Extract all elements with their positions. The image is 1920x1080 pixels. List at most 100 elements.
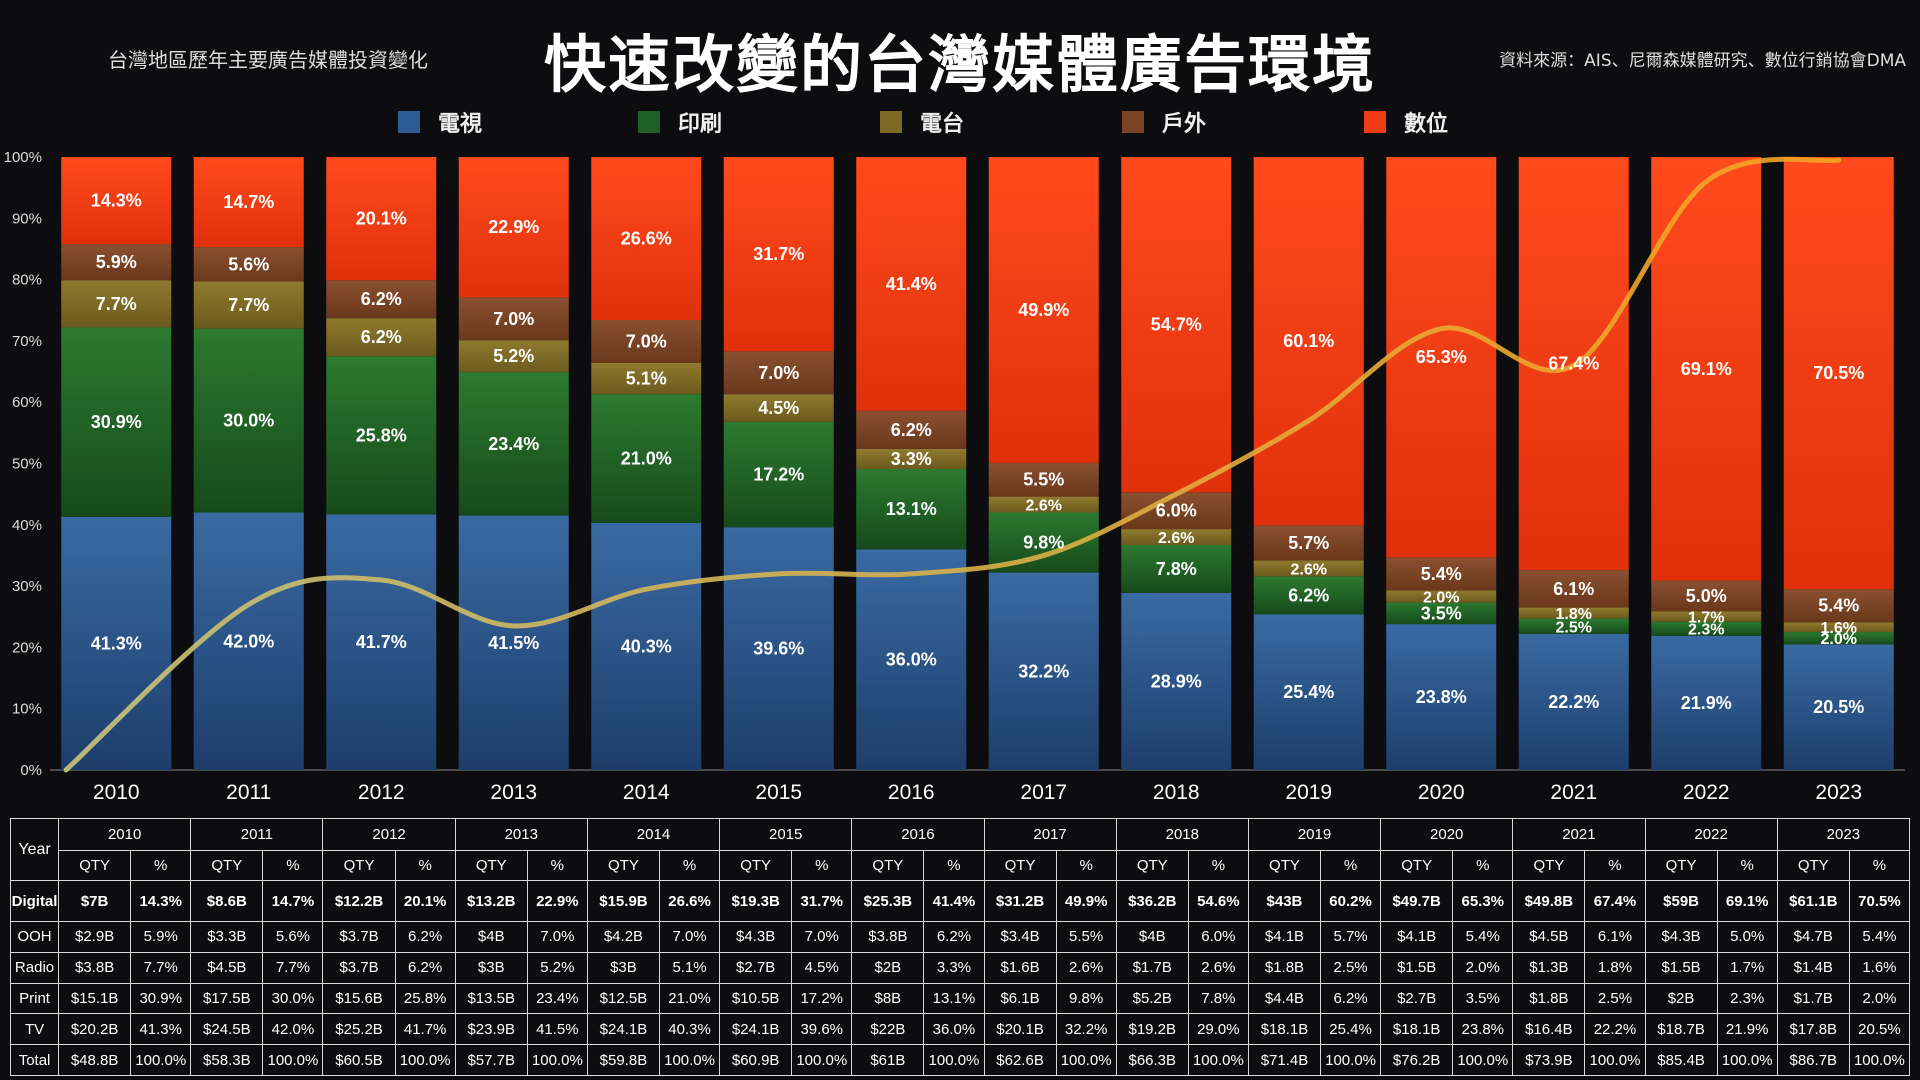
data-label-digital: 60.1% [1283, 331, 1334, 351]
bar-segment-ooh [988, 462, 1099, 497]
data-label-print: 30.0% [223, 411, 274, 431]
data-label-ooh: 5.9% [96, 252, 137, 272]
table-year-cell: 2019 [1247, 818, 1382, 851]
table-year-cell: 2014 [586, 818, 721, 851]
table-qty-cell: $4.4B [1247, 982, 1322, 1015]
x-tick-label: 2017 [1020, 781, 1067, 804]
table-qty-cell: $13.5B [454, 982, 528, 1015]
table-pct-cell: 100.0% [1055, 1044, 1117, 1076]
table-pct-cell: 100.0% [1452, 1044, 1514, 1076]
data-label-print: 2.5% [1556, 619, 1592, 636]
table-qty-header: QTY [719, 850, 793, 881]
bar-segment-radio [1121, 529, 1232, 546]
table-qty-cell: $58.3B [190, 1044, 264, 1076]
table-pct-cell: 100.0% [1584, 1044, 1646, 1076]
legend-label-digital: 數位 [1404, 112, 1449, 137]
data-label-ooh: 7.0% [758, 363, 799, 383]
table-pct-cell: 29.0% [1187, 1013, 1249, 1046]
table-pct-cell: 20.1% [394, 879, 456, 923]
bar-segment-tv [1253, 614, 1364, 770]
table-row-label: OOH [9, 921, 60, 953]
table-qty-header: QTY [851, 850, 925, 881]
table-year-cell: 2016 [851, 818, 985, 851]
legend-swatch-digital [1364, 111, 1386, 133]
table-qty-cell: $1.5B [1380, 951, 1454, 984]
table-year-cell: 2011 [190, 818, 324, 851]
table-qty-cell: $18.7B [1644, 1013, 1718, 1046]
table-pct-cell: 39.6% [791, 1013, 853, 1046]
table-qty-cell: $15.6B [322, 982, 396, 1015]
data-label-digital: 69.1% [1681, 359, 1732, 379]
bar-segment-digital [988, 157, 1099, 463]
table-qty-cell: $1.6B [983, 951, 1057, 984]
table-pct-cell: 100.0% [394, 1044, 456, 1076]
table-pct-cell: 22.9% [526, 879, 588, 923]
data-label-tv: 21.9% [1681, 693, 1732, 713]
bar-segment-print [1121, 545, 1232, 593]
bar-segment-radio [1253, 560, 1364, 577]
table-pct-header: % [1716, 850, 1778, 881]
table-qty-cell: $59B [1644, 879, 1718, 923]
data-label-digital: 41.4% [886, 274, 937, 294]
table-qty-cell: $2B [1644, 982, 1718, 1015]
table-qty-cell: $12.5B [586, 982, 661, 1015]
bar-segment-print [723, 421, 834, 528]
bar-segment-tv [1386, 624, 1497, 770]
table-pct-cell: 1.8% [1584, 951, 1646, 984]
table-qty-cell: $61B [851, 1044, 925, 1076]
table-qty-cell: $2B [851, 951, 925, 984]
table-pct-cell: 31.7% [791, 879, 853, 923]
table-row: TV $20.2B 41.3% $24.5B 42.0% $25.2B 41.7% $23.9… [9, 1013, 1911, 1046]
bar-segment-tv [326, 514, 437, 770]
table-qty-cell: $4B [454, 921, 528, 953]
table-qty-cell: $60.5B [322, 1044, 396, 1076]
table-qty-header: QTY [586, 850, 661, 881]
data-label-digital: 22.9% [488, 217, 539, 237]
bar-segment-radio [723, 394, 834, 422]
table-pct-cell: 7.0% [658, 921, 721, 953]
table-qty-cell: $49.8B [1512, 879, 1586, 923]
data-label-radio: 2.6% [1026, 498, 1062, 515]
chart-title: 快速改變的台灣媒體廣告環境 [543, 28, 1376, 101]
legend-label-tv: 電視 [438, 112, 483, 137]
bar-segment-digital [591, 157, 702, 321]
table-pct-cell: 30.9% [130, 982, 192, 1015]
data-label-radio: 7.7% [96, 294, 137, 314]
trend-line [63, 156, 1842, 773]
x-tick-label: 2012 [358, 781, 405, 804]
bar-segment-tv [723, 527, 834, 770]
table-pct-cell: 41.7% [394, 1013, 456, 1046]
table-pct-cell: 30.0% [262, 982, 324, 1015]
data-label-print: 23.4% [488, 434, 539, 454]
table-pct-cell: 69.1% [1716, 879, 1778, 923]
legend-swatch-radio [880, 111, 902, 133]
y-tick-label: 0% [20, 762, 42, 779]
table-pct-cell: 6.0% [1187, 921, 1249, 953]
table-row-label: Print [9, 982, 60, 1015]
table-pct-cell: 6.2% [394, 921, 456, 953]
table-qty-cell: $3.7B [322, 921, 396, 953]
data-label-radio: 5.2% [493, 346, 534, 366]
data-label-tv: 28.9% [1151, 671, 1202, 691]
table-pct-header: % [1452, 850, 1514, 881]
table-qty-cell: $17.8B [1776, 1013, 1850, 1046]
table-pct-cell: 41.4% [923, 879, 985, 923]
data-label-print: 2.3% [1688, 622, 1724, 639]
table-year-cell: 2017 [983, 818, 1117, 851]
data-label-tv: 32.2% [1018, 661, 1069, 681]
bar-segment-digital [1783, 157, 1894, 590]
bar-segment-ooh [591, 320, 702, 363]
table-qty-cell: $8B [851, 982, 925, 1015]
table-pct-cell: 32.2% [1055, 1013, 1117, 1046]
table-qty-cell: $48.8B [58, 1044, 132, 1076]
table-pct-cell: 49.9% [1055, 879, 1117, 923]
legend-label-print: 印刷 [678, 112, 723, 137]
table-qty-cell: $24.1B [586, 1013, 661, 1046]
table-pct-cell: 26.6% [658, 879, 721, 923]
table-year-cell: 2022 [1644, 818, 1778, 851]
table-row-label: Digital [9, 879, 60, 923]
table-pct-cell: 2.3% [1716, 982, 1778, 1015]
bar-segment-radio [1386, 590, 1497, 603]
bar-segment-digital [458, 157, 569, 298]
data-label-ooh: 6.2% [891, 420, 932, 440]
